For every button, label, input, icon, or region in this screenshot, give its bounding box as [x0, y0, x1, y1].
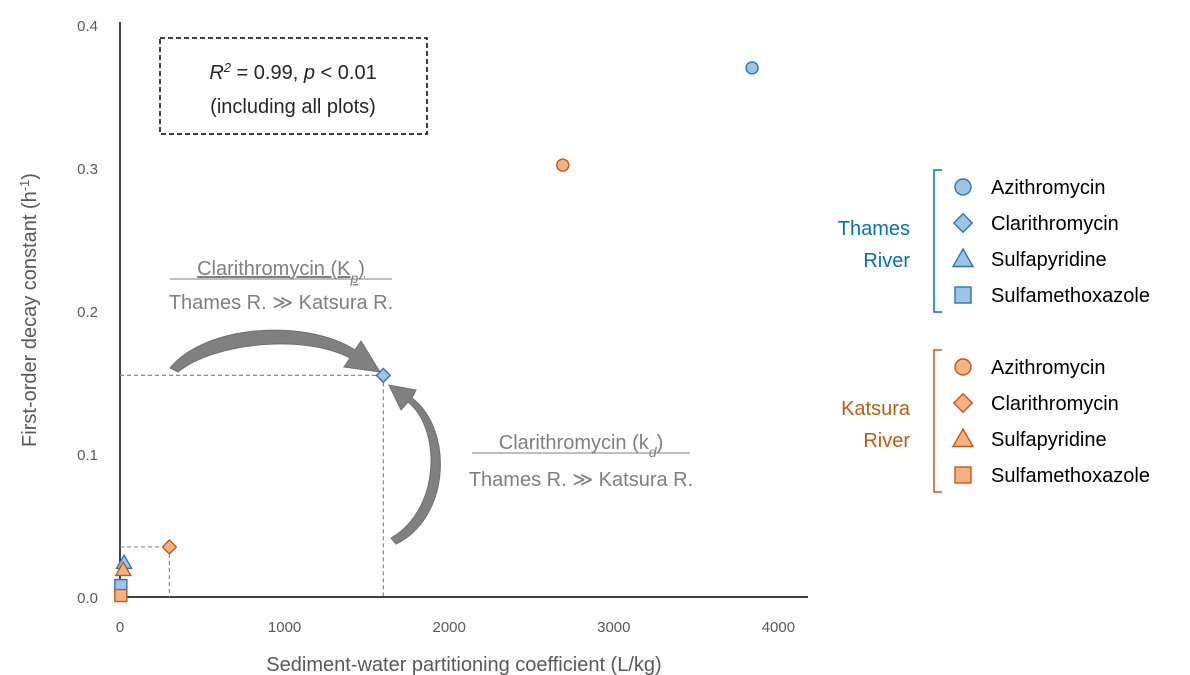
legend-marker-circle	[954, 178, 972, 196]
data-points	[114, 61, 759, 603]
legend-label: Sulfapyridine	[991, 249, 1107, 271]
legend-label: Azithromycin	[991, 357, 1105, 379]
x-tick-label: 3000	[597, 619, 630, 636]
legend-marker-triangle	[951, 427, 975, 448]
arrows	[169, 329, 441, 545]
axes	[119, 22, 808, 598]
stats-line-2: (including all plots)	[210, 96, 376, 118]
y-tick-label: 0.4	[77, 18, 98, 35]
y-tick-label: 0.2	[77, 304, 98, 321]
thames-azithromycin-point	[745, 61, 759, 75]
legend-group-label: River	[863, 430, 910, 452]
legend-label: Clarithromycin	[991, 213, 1119, 235]
x-tick-label: 1000	[268, 619, 301, 636]
guide-lines	[120, 374, 384, 597]
x-tick-label: 0	[116, 619, 124, 636]
annotation-kp-title: Clarithromycin (Kp)	[197, 258, 365, 286]
y-tick-label: 0.1	[77, 447, 98, 464]
katsura-sulfapyridine-point	[114, 560, 132, 577]
katsura-sulfamethoxazole-point	[114, 588, 128, 603]
legend-marker-diamond	[952, 212, 974, 234]
x-axis-title: Sediment-water partitioning coefficient …	[266, 654, 661, 675]
legend-label: Sulfamethoxazole	[991, 285, 1150, 307]
legend-group-label: Katsura	[841, 398, 911, 420]
legend-label: Azithromycin	[991, 177, 1105, 199]
x-tick-label: 4000	[762, 619, 795, 636]
y-axis-title: First-order decay constant (h-1)	[17, 173, 42, 447]
legend-bracket	[933, 349, 942, 493]
annotation-kp: Clarithromycin (Kp) Thames R. ≫ Katsura …	[169, 258, 393, 314]
annotation-kd: Clarithromycin (kd) Thames R. ≫ Katsura …	[469, 432, 693, 491]
annotation-kd-title: Clarithromycin (kd)	[499, 432, 664, 460]
legend-group-label: River	[863, 250, 910, 272]
annotation-kp-subtitle: Thames R. ≫ Katsura R.	[169, 292, 393, 314]
legend-marker-circle	[954, 358, 972, 376]
legend-marker-square	[954, 286, 972, 304]
y-tick-label: 0.3	[77, 161, 98, 178]
legend-marker-triangle	[951, 247, 975, 268]
annotation-kd-subtitle: Thames R. ≫ Katsura R.	[469, 469, 693, 491]
y-tick-label: 0.0	[77, 590, 98, 607]
x-tick-label: 2000	[433, 619, 466, 636]
thames-clarithromycin-point	[375, 367, 392, 384]
katsura-clarithromycin-point	[161, 539, 178, 555]
legend-label: Sulfapyridine	[991, 429, 1107, 451]
legend-marker-square	[954, 466, 972, 484]
legend-label: Clarithromycin	[991, 393, 1119, 415]
legend: Thames River Azithromycin Clarithromycin Sul…	[838, 169, 1150, 493]
legend-marker-diamond	[952, 392, 974, 414]
legend-label: Sulfamethoxazole	[991, 465, 1150, 487]
x-tick-labels: 0 1000 2000 3000 4000	[116, 619, 795, 636]
kp-arrow-body	[169, 329, 381, 373]
stats-box: R2 = 0.99, p < 0.01 (including all plots…	[159, 37, 428, 135]
legend-bracket	[933, 169, 942, 313]
stats-line-1: R2 = 0.99, p < 0.01	[209, 60, 376, 85]
legend-group-label: Thames	[838, 218, 910, 240]
kd-arrow-body	[388, 384, 441, 545]
katsura-azithromycin-point	[556, 158, 570, 172]
stats-box-border	[159, 37, 428, 135]
y-tick-labels: 0.0 0.1 0.2 0.3 0.4	[77, 18, 98, 607]
